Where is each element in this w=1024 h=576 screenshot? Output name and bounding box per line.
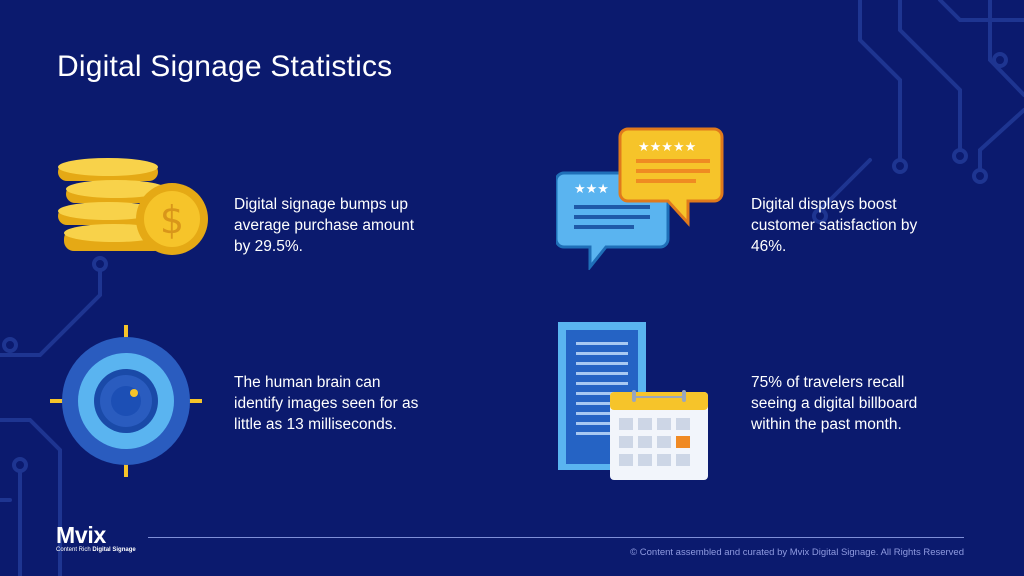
svg-text:★★★: ★★★ (574, 182, 609, 197)
review-chat-bubbles-icon: ★★★ ★★★★★ (556, 127, 724, 270)
coins-dollar-icon: $ (58, 158, 208, 255)
svg-text:$: $ (160, 198, 184, 242)
svg-text:★★★★★: ★★★★★ (638, 140, 696, 155)
stat-travelers-text: 75% of travelers recall seeing a digital… (751, 374, 918, 433)
page-title: Digital Signage Statistics (57, 50, 393, 83)
logo-tagline: Content Rich Digital Signage (56, 547, 136, 553)
logo-wordmark: Mvix (56, 522, 106, 548)
footer-divider (148, 537, 964, 538)
mvix-logo: Mvix Content Rich Digital Signage (56, 524, 146, 564)
copyright-text: © Content assembled and curated by Mvix … (630, 547, 964, 558)
billboard-calendar-icon (558, 322, 708, 480)
stat-brain-text: The human brain can identify images seen… (234, 374, 419, 433)
stat-satisfaction-text: Digital displays boost customer satisfac… (751, 196, 918, 255)
target-icon (50, 325, 202, 477)
stat-purchase-text: Digital signage bumps up average purchas… (234, 196, 415, 255)
